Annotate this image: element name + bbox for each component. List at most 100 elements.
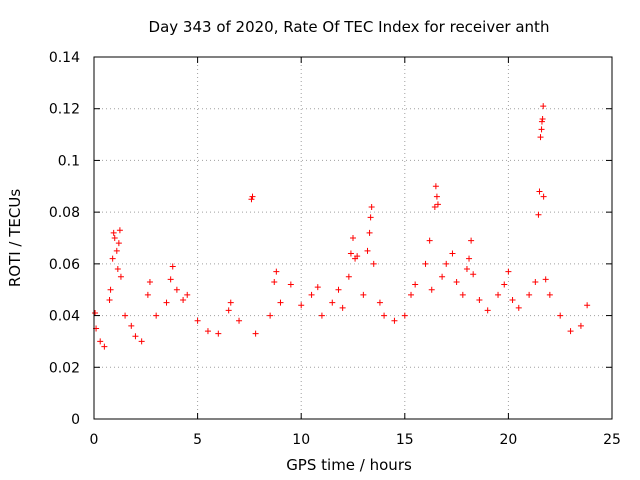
data-point (463, 266, 470, 273)
data-point (577, 322, 584, 329)
data-point (227, 299, 234, 306)
data-point (132, 333, 139, 340)
data-point (173, 286, 180, 293)
data-point (106, 297, 113, 304)
y-tick-label: 0.06 (49, 257, 80, 273)
data-point (144, 291, 151, 298)
chart-title: Day 343 of 2020, Rate Of TEC Index for r… (149, 18, 550, 36)
y-tick-label: 0.02 (49, 360, 80, 376)
data-point (391, 317, 398, 324)
data-point (314, 284, 321, 291)
data-point (318, 312, 325, 319)
x-tick-label: 20 (499, 432, 517, 448)
data-point (443, 260, 450, 267)
x-tick-label: 15 (396, 432, 414, 448)
data-point (114, 266, 121, 273)
data-point (101, 343, 108, 350)
data-point (350, 235, 356, 241)
grid-lines (94, 57, 612, 419)
data-point (538, 126, 545, 133)
data-point (501, 281, 508, 288)
data-point (329, 299, 336, 306)
data-point (169, 263, 176, 270)
data-point (347, 250, 354, 257)
data-point (439, 273, 446, 280)
x-tick-label: 10 (292, 432, 310, 448)
data-point (339, 304, 346, 311)
data-point (204, 328, 211, 335)
data-point (115, 240, 122, 247)
data-point (128, 322, 135, 329)
data-point (542, 276, 549, 283)
y-tick-labels: 0 0.02 0.04 0.06 0.08 0.1 0.12 0.14 (49, 50, 80, 428)
data-point (408, 291, 415, 298)
data-point (111, 235, 118, 241)
data-point (505, 268, 512, 275)
data-point (434, 201, 441, 208)
data-point (538, 118, 545, 125)
data-point (567, 328, 574, 335)
data-point (194, 317, 201, 324)
data-point (428, 286, 435, 293)
data-point (364, 247, 371, 254)
data-point (449, 250, 456, 257)
data-point (540, 193, 547, 200)
data-point (271, 278, 278, 285)
data-point (526, 291, 533, 298)
data-point (109, 255, 116, 262)
plot-frame (93, 56, 613, 420)
data-points (92, 103, 591, 350)
data-point (540, 103, 547, 110)
y-tick-label: 0.12 (49, 102, 80, 118)
y-tick-label: 0 (71, 412, 80, 428)
data-point (248, 196, 255, 203)
data-point (376, 299, 383, 306)
data-point (557, 312, 564, 319)
data-point (138, 338, 145, 345)
data-point (381, 312, 388, 319)
data-point (532, 278, 539, 285)
data-point (287, 281, 294, 288)
data-point (360, 291, 367, 298)
data-point (117, 273, 124, 280)
data-point (453, 278, 460, 285)
data-point (466, 255, 473, 262)
data-point (536, 188, 543, 195)
data-point (184, 291, 191, 298)
data-point (354, 253, 361, 260)
data-point (468, 237, 475, 244)
data-point (432, 183, 439, 190)
data-point (515, 304, 522, 311)
data-point (335, 286, 342, 293)
data-point (122, 312, 129, 319)
data-point (215, 330, 222, 337)
data-point (107, 286, 114, 293)
x-tick-label: 0 (90, 432, 99, 448)
data-point (110, 229, 117, 236)
y-axis-label: ROTI / TECUs (6, 189, 24, 287)
data-point (370, 260, 377, 267)
data-point (267, 312, 274, 319)
data-point (308, 291, 315, 298)
data-point (367, 214, 374, 221)
data-point (422, 260, 429, 267)
data-point (252, 330, 259, 337)
data-point (180, 297, 187, 304)
x-tick-labels: 0 5 10 15 20 25 (90, 432, 621, 448)
data-point (92, 309, 99, 316)
x-tick-label: 25 (603, 432, 621, 448)
data-point (146, 278, 153, 285)
data-point (277, 299, 284, 306)
x-tick-label: 5 (193, 432, 202, 448)
data-point (401, 312, 408, 319)
data-point (539, 116, 546, 123)
data-point (431, 203, 438, 210)
data-point (345, 273, 352, 280)
data-point (459, 291, 466, 298)
data-point (113, 247, 120, 254)
data-point (368, 203, 375, 210)
data-point (273, 268, 280, 275)
data-point (535, 211, 542, 218)
data-point (225, 307, 232, 314)
